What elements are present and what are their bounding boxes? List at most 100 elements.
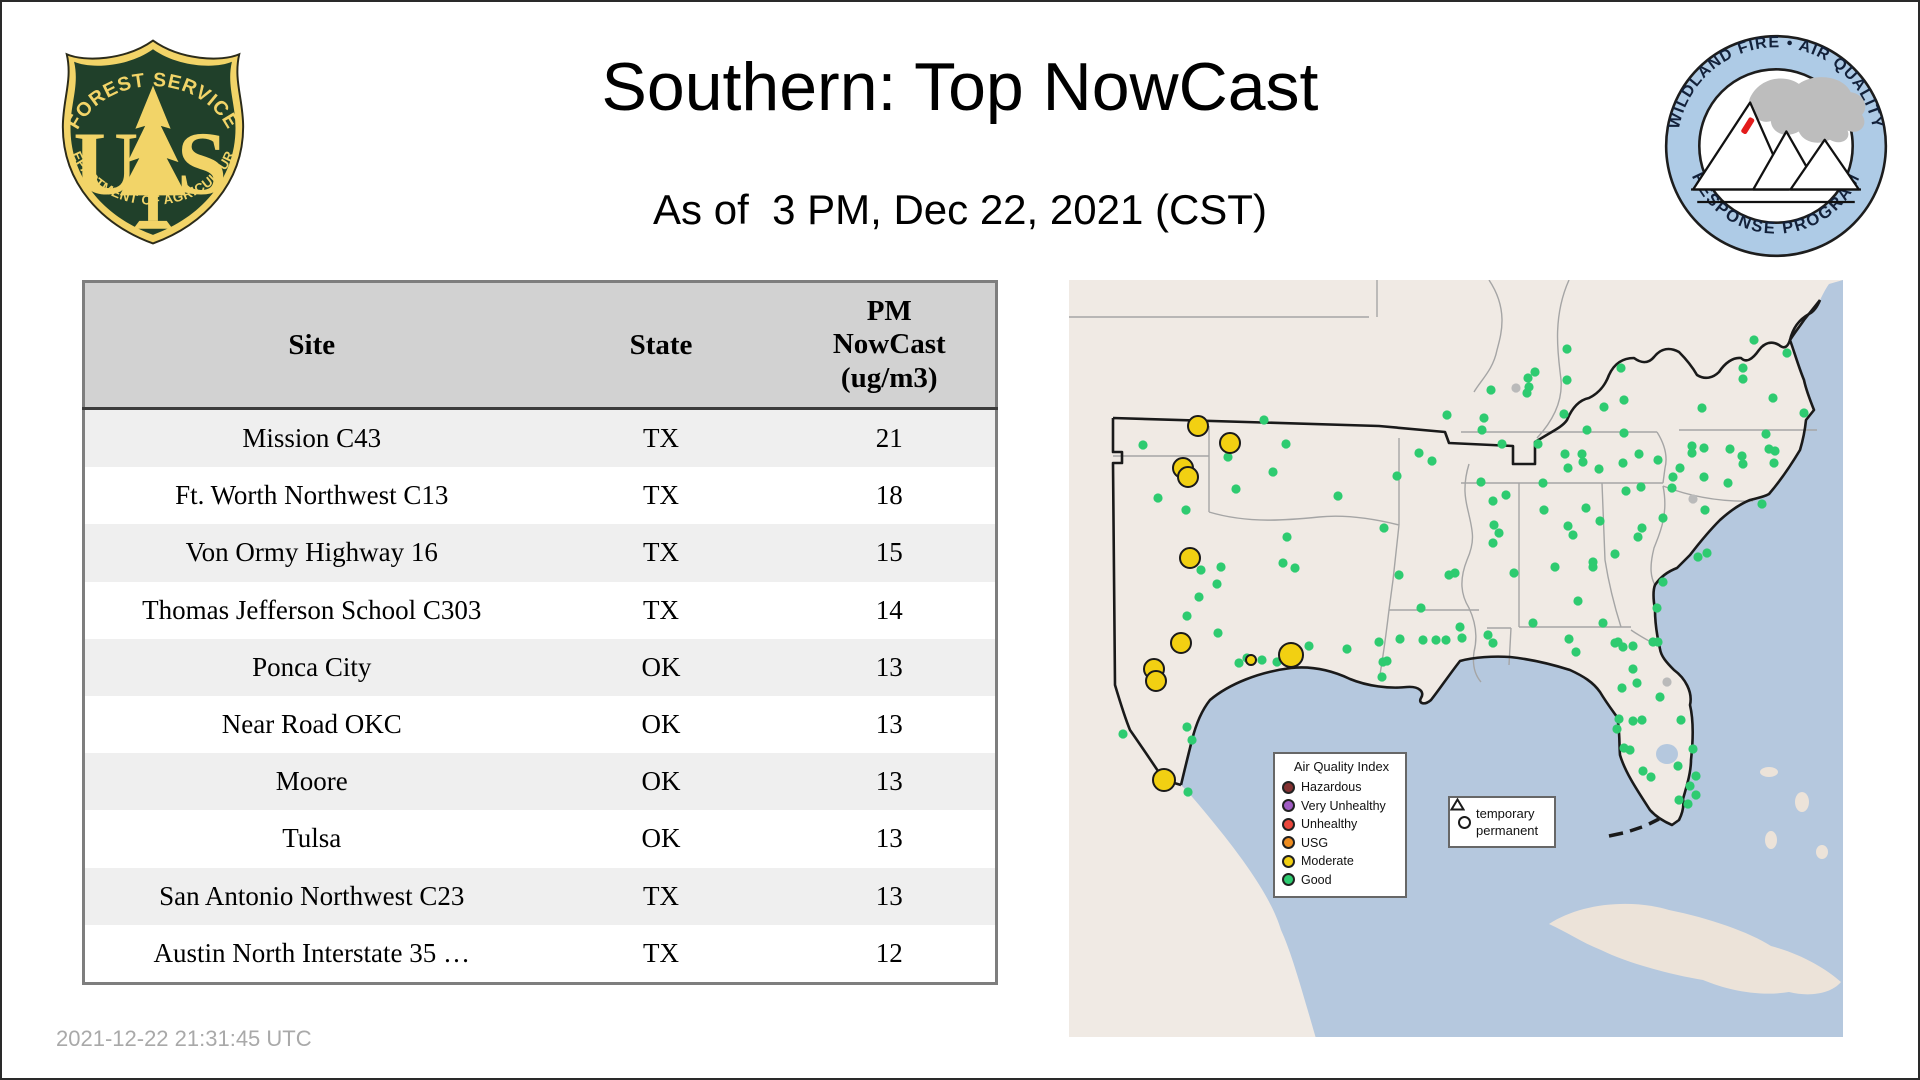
good-site-marker [1183,787,1193,797]
good-site-marker [1281,439,1291,449]
good-site-marker [1523,373,1533,383]
state-cell: OK [641,823,681,854]
good-site-marker [1628,641,1638,651]
good-site-marker [1450,568,1460,578]
good-site-marker [1533,439,1543,449]
good-site-marker [1658,577,1668,587]
site-cell: Austin North Interstate 35 … [153,937,470,968]
good-site-marker [1702,548,1712,558]
aqi-legend-title: Air Quality Index [1293,759,1390,774]
good-site-marker [1699,443,1709,453]
mountains-icon [1691,101,1861,191]
good-site-marker [1667,483,1677,493]
inactive-site-marker [1511,383,1521,393]
state-borders [1069,280,1817,683]
good-site-marker [1538,478,1548,488]
inactive-site-marker [1662,677,1672,687]
aqi-legend-item: Moderate [1282,852,1401,871]
good-site-marker [1213,628,1223,638]
good-site-marker [1633,532,1643,542]
good-site-marker [1488,496,1498,506]
good-site-marker [1618,642,1628,652]
aqi-legend-item: Very Unhealthy [1282,797,1401,816]
good-site-marker [1653,637,1663,647]
good-site-marker [1638,766,1648,776]
good-site-marker [1621,486,1631,496]
good-site-marker [1489,520,1499,530]
good-site-marker [1688,744,1698,754]
good-site-marker [1442,410,1452,420]
good-site-marker [1497,439,1507,449]
good-site-marker [1138,440,1148,450]
value-cell: 13 [875,709,903,740]
moderate-site-marker [1245,654,1257,666]
good-site-marker [1723,478,1733,488]
good-site-marker [1738,363,1748,373]
good-site-marker [1304,641,1314,651]
table-row: San Antonio Northwest C23 TX 13 [83,867,997,925]
good-site-marker [1676,715,1686,725]
state-cell: TX [643,537,679,568]
good-site-marker [1725,444,1735,454]
good-site-marker [1194,592,1204,602]
good-site-marker [1418,635,1428,645]
good-site-marker [1494,528,1504,538]
good-site-marker [1382,656,1392,666]
aqi-legend-item: USG [1282,834,1401,853]
good-site-marker [1683,799,1693,809]
page-title: Southern: Top NowCast [601,49,1319,125]
good-site-marker [1573,596,1583,606]
good-site-marker [1431,635,1441,645]
moderate-site-marker [1152,768,1176,792]
good-site-marker [1539,505,1549,515]
value-cell: 14 [875,594,903,625]
temporary-label: temporary [1476,806,1535,821]
wfaqrp-logo-icon: WILDLAND FIRE • AIR QUALITY RESPONSE PRO… [1664,33,1888,258]
table-row: Ponca City OK 13 [83,638,997,696]
good-site-marker [1212,579,1222,589]
good-site-marker [1488,638,1498,648]
aqi-legend-item: Hazardous [1282,778,1401,797]
good-site-marker [1187,735,1197,745]
good-site-marker [1628,664,1638,674]
aqi-legend-label: Unhealthy [1301,817,1358,832]
state-cell: TX [643,480,679,511]
good-site-marker [1769,458,1779,468]
state-cell: TX [643,594,679,625]
good-site-marker [1738,459,1748,469]
good-site-marker [1610,638,1620,648]
aqi-color-swatch [1282,836,1295,850]
site-cell: Mission C43 [242,423,382,454]
col-header-state: State [538,281,784,410]
good-site-marker [1333,491,1343,501]
good-site-marker [1379,523,1389,533]
good-site-marker [1530,367,1540,377]
lake-pontchartrain [1484,667,1502,677]
monitor-markers [1118,335,1809,809]
value-cell: 13 [875,880,903,911]
good-site-marker [1625,745,1635,755]
good-site-marker [1636,482,1646,492]
good-site-marker [1652,603,1662,613]
good-site-marker [1617,683,1627,693]
good-site-marker [1757,499,1767,509]
good-site-marker [1568,530,1578,540]
fire-mark-icon [1741,117,1755,135]
good-site-marker [1488,538,1498,548]
moderate-site-marker [1219,432,1241,454]
good-site-marker [1571,647,1581,657]
state-cell: OK [641,766,681,797]
value-cell: 13 [875,651,903,682]
good-site-marker [1614,714,1624,724]
good-site-marker [1612,724,1622,734]
good-site-marker [1231,484,1241,494]
state-cell: TX [643,423,679,454]
symbol-legend: temporary permanent [1448,796,1556,848]
moderate-site-marker [1170,632,1192,654]
good-site-marker [1483,630,1493,640]
table-row: Mission C43 TX 21 [83,408,997,468]
good-site-marker [1578,457,1588,467]
good-site-marker [1634,449,1644,459]
site-cell: Ponca City [252,651,372,682]
good-site-marker [1394,570,1404,580]
